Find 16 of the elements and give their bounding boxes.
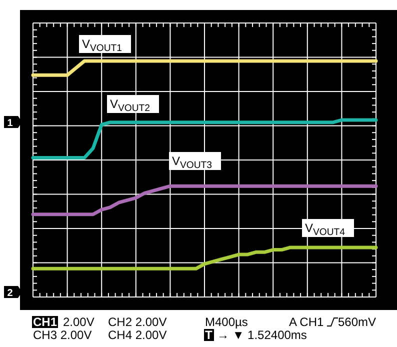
text: T [205, 328, 213, 342]
text: 1 [7, 118, 14, 129]
series-label: V$_{VOUT4}$ [305, 221, 346, 238]
text: A CH1 [289, 315, 324, 329]
series-label: V$_{VOUT2}$ [110, 97, 150, 114]
text: → ▼ 1.52400ms [217, 328, 307, 342]
text: 2.00V [63, 315, 94, 329]
text: CH2 2.00V [108, 315, 167, 329]
text: 2 [7, 288, 14, 299]
text: CH3 2.00V [33, 328, 92, 342]
text: CH1 [33, 315, 58, 329]
series-label: V$_{VOUT3}$ [172, 154, 212, 170]
text: 560mV [338, 315, 376, 329]
text: CH4 2.00V [108, 328, 167, 342]
text: M400µs [205, 315, 248, 329]
series-label: V$_{VOUT1}$ [82, 37, 122, 54]
